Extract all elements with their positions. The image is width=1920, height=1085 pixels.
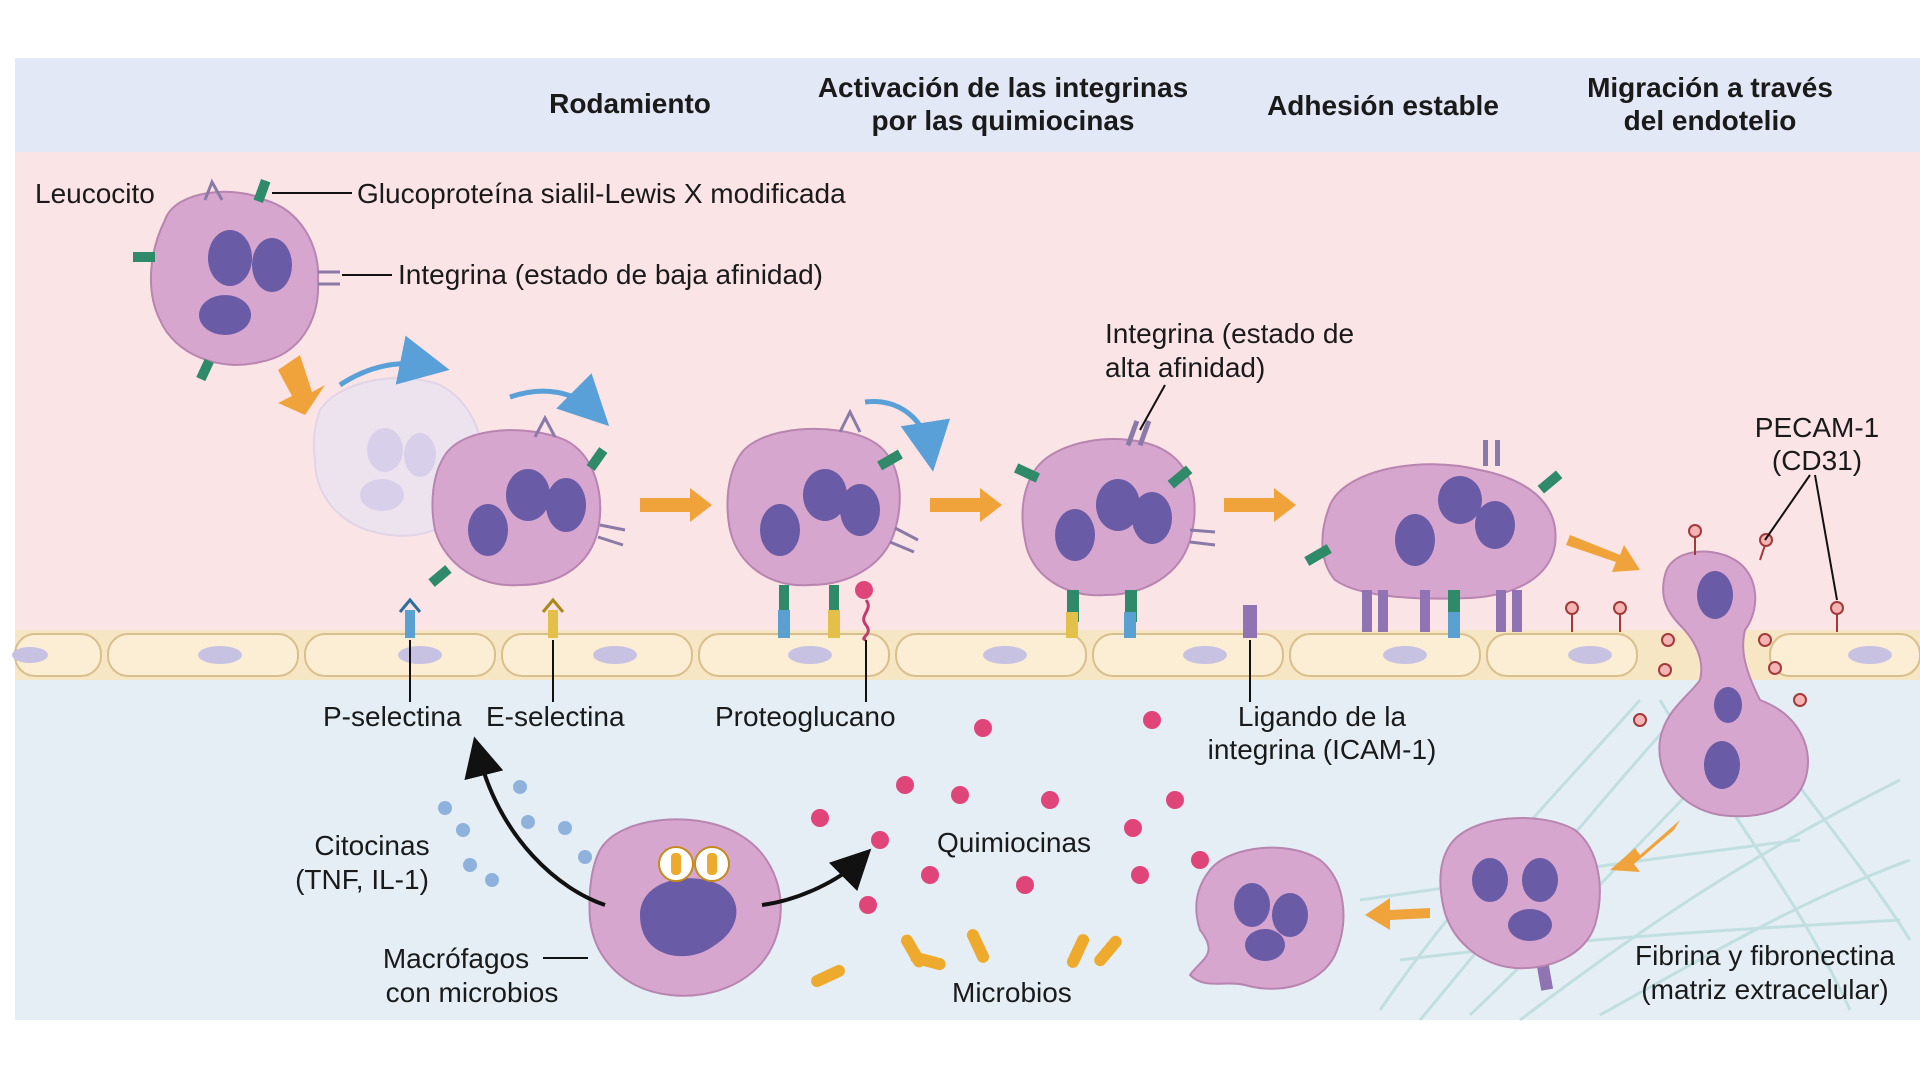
neutrophil-migrated [1439, 817, 1601, 970]
neutrophil-phagocytosing [1188, 846, 1345, 990]
p-selectin-molecule [398, 597, 422, 638]
leukocyte-transmigrating [1658, 550, 1809, 818]
pecam-1-molecules [1565, 524, 1844, 727]
selectin-pairs [778, 610, 1460, 638]
label-macrophage: Macrófagos con microbios [383, 943, 559, 1008]
label-proteoglycan: Proteoglucano [715, 701, 896, 732]
proteoglycan-molecule [855, 581, 873, 642]
header-stable-adhesion: Adhesión estable [1267, 90, 1499, 121]
endothelial-nuclei [12, 646, 1892, 664]
extracellular-matrix-fibers [1359, 688, 1912, 1022]
icam-1-molecule [1243, 605, 1257, 638]
cytokine-dots [438, 780, 592, 887]
tissue-area [15, 680, 1920, 1020]
label-icam-1: Ligando de la integrina (ICAM-1) [1208, 701, 1437, 765]
label-microbes: Microbios [952, 977, 1072, 1008]
leader-lines [272, 192, 1838, 959]
labels: Leucocito Glucoproteína sialil-Lewis X m… [35, 178, 1895, 1008]
label-e-selectin: E-selectina [486, 701, 625, 732]
macrophage-with-microbes [588, 818, 782, 997]
header-transmigration: Migración a través del endotelio [1587, 72, 1833, 136]
leukocyte-activating [726, 408, 919, 613]
label-integrin-low: Integrina (estado de baja afinidad) [398, 259, 823, 290]
label-cytokines: Citocinas (TNF, IL-1) [295, 830, 429, 895]
leukocyte-rolling [428, 414, 626, 587]
header-rolling: Rodamiento [549, 88, 711, 119]
label-leucocito: Leucocito [35, 178, 155, 209]
chemokine-particles [811, 711, 1209, 914]
leukocyte-high-affinity [1014, 420, 1216, 622]
leukocyte-free [133, 178, 340, 382]
label-matrix: Fibrina y fibronectina (matriz extracelul… [1635, 940, 1895, 1005]
label-p-selectin: P-selectina [323, 701, 462, 732]
leukocyte-adherent [1304, 440, 1563, 632]
progression-arrows [278, 355, 1680, 930]
signaling-arrows [464, 736, 872, 907]
e-selectin-molecule [541, 597, 565, 638]
label-integrin-high: Integrina (estado de alta afinidad) [1105, 318, 1354, 383]
label-pecam-1: PECAM-1 (CD31) [1755, 412, 1879, 476]
header-band [15, 58, 1920, 152]
label-chemokines: Quimiocinas [937, 827, 1091, 858]
rolling-arrows [338, 335, 951, 472]
header-integrin-activation: Activación de las integrinas por las quim… [818, 72, 1188, 136]
label-glycoprotein: Glucoproteína sialil-Lewis X modificada [357, 178, 846, 209]
stage-headers: Rodamiento Activación de las integrinas p… [549, 72, 1833, 136]
